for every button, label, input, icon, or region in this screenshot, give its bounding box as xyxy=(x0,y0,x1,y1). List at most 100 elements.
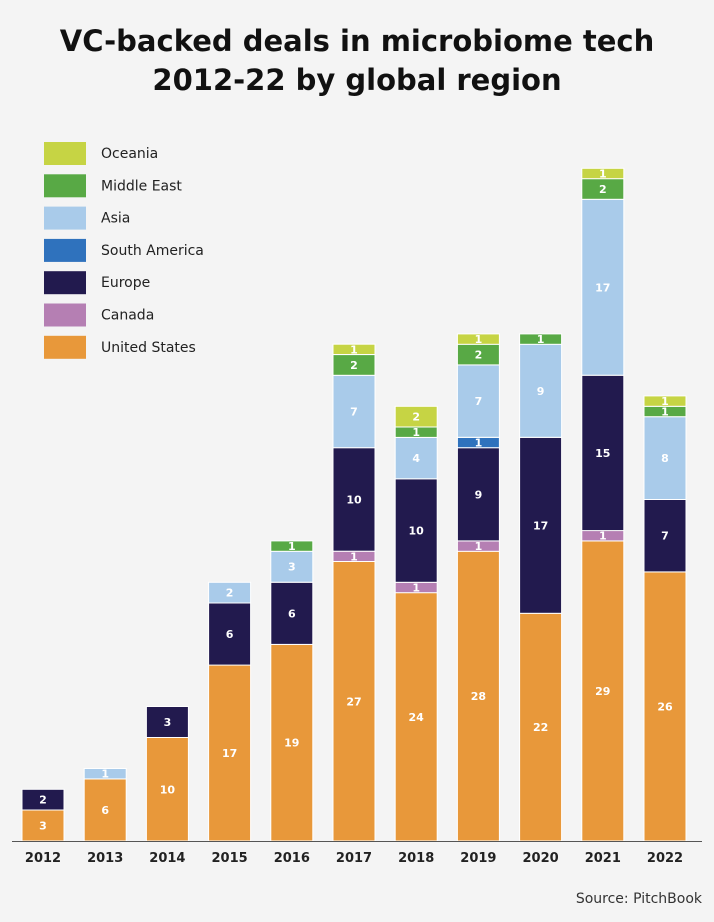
data-label-united-states-2021: 29 xyxy=(595,685,610,698)
data-label-south-america-2019: 1 xyxy=(475,437,483,450)
bar-segment-europe-2016 xyxy=(270,581,314,645)
data-label-europe-2014: 3 xyxy=(164,716,172,729)
x-tick-label-2016: 2016 xyxy=(274,851,310,866)
data-label-oceania-2019: 1 xyxy=(475,333,483,346)
data-label-europe-2015: 6 xyxy=(226,628,234,641)
data-label-united-states-2016: 19 xyxy=(284,737,299,750)
bar-segment-europe-2014 xyxy=(145,706,189,738)
data-label-canada-2017: 1 xyxy=(350,550,358,563)
legend-label-united-states: United States xyxy=(101,340,196,356)
bar-segment-asia-2013 xyxy=(83,768,127,780)
bar-segment-asia-2021 xyxy=(581,198,625,376)
data-label-asia-2016: 3 xyxy=(288,561,296,574)
bar-segment-europe-2022 xyxy=(643,498,687,573)
data-label-united-states-2019: 28 xyxy=(471,690,486,703)
data-label-asia-2021: 17 xyxy=(595,281,610,294)
legend-swatch-asia xyxy=(44,206,86,230)
bar-segment-oceania-2019 xyxy=(456,333,500,345)
x-tick-label-2017: 2017 xyxy=(336,851,372,866)
data-label-middle-east-2017: 2 xyxy=(350,359,358,372)
legend-label-middle-east: Middle East xyxy=(101,178,182,194)
x-tick-label-2015: 2015 xyxy=(212,851,248,866)
bar-segment-asia-2018 xyxy=(394,436,438,480)
bar-segment-europe-2015 xyxy=(208,602,252,666)
bar-segment-united-states-2014 xyxy=(145,737,189,842)
bar-segment-oceania-2021 xyxy=(581,167,625,180)
data-label-europe-2016: 6 xyxy=(288,607,296,620)
data-label-oceania-2022: 1 xyxy=(661,395,669,408)
source-note: Source: PitchBook xyxy=(575,891,702,907)
chart-title-line-2: 2012-22 by global region xyxy=(152,63,562,97)
data-label-europe-2021: 15 xyxy=(595,447,610,460)
bar-segment-middle-east-2020 xyxy=(519,333,563,345)
data-label-oceania-2018: 2 xyxy=(412,411,420,424)
data-label-united-states-2012: 3 xyxy=(39,820,47,833)
legend-swatch-united-states xyxy=(44,335,86,359)
data-label-united-states-2018: 24 xyxy=(409,711,425,724)
data-label-asia-2017: 7 xyxy=(350,406,358,419)
data-label-middle-east-2019: 2 xyxy=(475,349,483,362)
bar-segment-oceania-2018 xyxy=(394,405,438,428)
legend-swatch-canada xyxy=(44,303,86,327)
bar-segment-united-states-2018 xyxy=(394,592,438,842)
legend-label-oceania: Oceania xyxy=(101,146,158,162)
data-label-asia-2020: 9 xyxy=(537,385,545,398)
x-tick-label-2014: 2014 xyxy=(149,851,185,866)
bar-segment-europe-2020 xyxy=(519,436,563,614)
x-tick-label-2020: 2020 xyxy=(523,851,559,866)
data-label-united-states-2014: 10 xyxy=(160,783,176,796)
x-tick-label-2018: 2018 xyxy=(398,851,434,866)
bar-segment-oceania-2022 xyxy=(643,395,687,407)
data-label-europe-2022: 7 xyxy=(661,530,669,543)
data-label-united-states-2020: 22 xyxy=(533,721,548,734)
bar-segment-united-states-2016 xyxy=(270,643,314,842)
bar-segment-united-states-2015 xyxy=(208,664,252,842)
x-tick-label-2019: 2019 xyxy=(460,851,496,866)
x-tick-label-2022: 2022 xyxy=(647,851,683,866)
data-label-europe-2012: 2 xyxy=(39,794,47,807)
chart-title-line-1: VC-backed deals in microbiome tech xyxy=(59,24,655,58)
bar-segment-asia-2022 xyxy=(643,416,687,501)
data-label-asia-2015: 2 xyxy=(226,587,234,600)
data-label-asia-2019: 7 xyxy=(475,395,483,408)
data-label-united-states-2022: 26 xyxy=(657,701,673,714)
x-tick-label-2021: 2021 xyxy=(585,851,621,866)
legend-swatch-europe xyxy=(44,271,86,295)
data-label-middle-east-2018: 1 xyxy=(412,426,420,439)
legend-label-europe: Europe xyxy=(101,275,150,291)
bar-segment-oceania-2017 xyxy=(332,343,376,356)
bar-segment-asia-2017 xyxy=(332,374,376,449)
x-tick-label-2012: 2012 xyxy=(25,851,61,866)
data-label-europe-2017: 10 xyxy=(346,494,362,507)
legend-swatch-south-america xyxy=(44,238,86,262)
bar-segment-asia-2020 xyxy=(519,343,563,438)
legend-label-asia: Asia xyxy=(101,211,130,227)
data-label-oceania-2017: 1 xyxy=(350,343,358,356)
legend-label-south-america: South America xyxy=(101,243,204,259)
bar-segment-united-states-2017 xyxy=(332,561,376,842)
data-label-middle-east-2020: 1 xyxy=(537,333,545,346)
data-label-asia-2022: 8 xyxy=(661,452,669,465)
chart-title: VC-backed deals in microbiome tech 2012-… xyxy=(0,22,714,100)
data-label-united-states-2015: 17 xyxy=(222,747,237,760)
bar-segment-united-states-2022 xyxy=(643,571,687,842)
data-label-united-states-2017: 27 xyxy=(346,695,361,708)
bar-segment-united-states-2020 xyxy=(519,612,563,842)
data-label-middle-east-2016: 1 xyxy=(288,540,296,553)
data-label-europe-2020: 17 xyxy=(533,519,548,532)
data-label-canada-2021: 1 xyxy=(599,530,607,543)
data-label-europe-2019: 9 xyxy=(475,488,483,501)
x-tick-label-2013: 2013 xyxy=(87,851,123,866)
data-label-canada-2019: 1 xyxy=(475,540,483,553)
data-label-united-states-2013: 6 xyxy=(101,804,109,817)
bar-segment-middle-east-2016 xyxy=(270,540,314,552)
data-label-asia-2018: 4 xyxy=(412,452,420,465)
data-label-europe-2018: 10 xyxy=(409,525,425,538)
bar-segment-united-states-2019 xyxy=(456,550,500,842)
data-label-asia-2013: 1 xyxy=(101,768,109,781)
legend-label-canada: Canada xyxy=(101,308,154,324)
data-label-canada-2018: 1 xyxy=(412,581,420,594)
bar-segment-europe-2012 xyxy=(21,788,65,811)
legend-swatch-oceania xyxy=(44,142,86,165)
